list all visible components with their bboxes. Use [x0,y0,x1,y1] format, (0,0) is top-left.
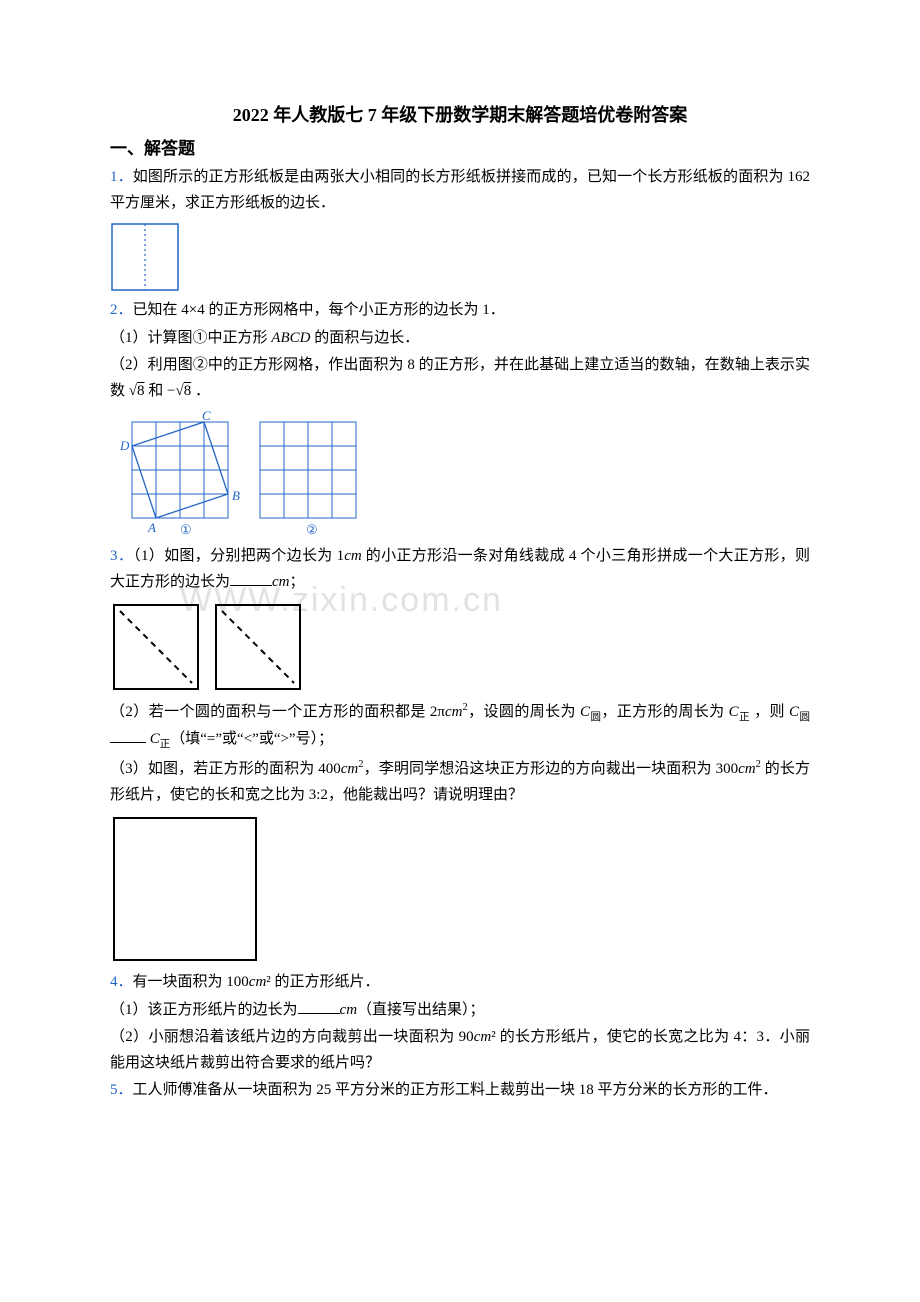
q3-p3-text: 如图，若正方形的面积为 400cm2，李明同学想沿这块正方形边的方向裁出一块面积… [110,761,810,803]
q1: 1．如图所示的正方形纸板是由两张大小相同的长方形纸板拼接而成的，已知一个长方形纸… [110,165,810,216]
blank-3[interactable] [298,998,340,1014]
q2-p2-label: （2） [110,357,148,373]
content-body: 2022 年人教版七 7 年级下册数学期末解答题培优卷附答案 一、解答题 1．如… [110,100,810,1104]
q4-p2-label: （2） [110,1029,148,1045]
q3-p1-label: （1） [133,548,164,564]
q3-svg1 [110,601,310,693]
q3-part2: （2）若一个圆的面积与一个正方形的面积都是 2πcm2，设圆的周长为 C圆，正方… [110,699,810,754]
doc-title: 2022 年人教版七 7 年级下册数学期末解答题培优卷附答案 [110,100,810,131]
q4-p2-text: 小丽想沿着该纸片边的方向裁剪出一块面积为 90cm² 的长方形纸片，使它的长宽之… [110,1029,810,1071]
q1-num: 1． [110,169,133,185]
q5: 5．工人师傅准备从一块面积为 25 平方分米的正方形工料上裁剪出一块 18 平方… [110,1078,810,1104]
q3-num: 3． [110,548,133,564]
q3-p2-label: （2） [110,704,149,720]
q2-p2-text: 利用图②中的正方形网格，作出面积为 8 的正方形，并在此基础上建立适当的数轴，在… [110,357,810,399]
section-heading: 一、解答题 [110,135,810,164]
q4-p1-label: （1） [110,1002,148,1018]
q3-figure2 [110,814,810,964]
q3-p3-label: （3） [110,761,148,777]
q2-intro: 2．已知在 4×4 的正方形网格中，每个小正方形的边长为 1． [110,298,810,324]
q1-figure [110,222,810,292]
q2-p1-text: 计算图①中正方形 ABCD 的面积与边长． [148,330,420,346]
q3-svg2 [110,814,260,964]
q2-intro-text: 已知在 4×4 的正方形网格中，每个小正方形的边长为 1． [133,302,505,318]
q1-text: 如图所示的正方形纸板是由两张大小相同的长方形纸板拼接而成的，已知一个长方形纸板的… [110,169,810,211]
q3-p2-text: 若一个圆的面积与一个正方形的面积都是 2πcm2，设圆的周长为 C圆，正方形的周… [110,704,810,747]
q2-part1: （1）计算图①中正方形 ABCD 的面积与边长． [110,326,810,352]
q3-figure1 [110,601,810,693]
q2-svg: A B C D ① ② [110,410,370,538]
blank-1[interactable] [230,570,272,586]
q3-part3: （3）如图，若正方形的面积为 400cm2，李明同学想沿这块正方形边的方向裁出一… [110,756,810,808]
q5-num: 5． [110,1082,133,1098]
q1-svg [110,222,180,292]
q2-part2: （2）利用图②中的正方形网格，作出面积为 8 的正方形，并在此基础上建立适当的数… [110,353,810,404]
page: WWW.zixin.com.cn 2022 年人教版七 7 年级下册数学期末解答… [0,0,920,1166]
q2-figure: A B C D ① ② [110,410,810,538]
q2-num: 2． [110,302,133,318]
svg-text:D: D [119,438,130,453]
q3-part1: 3．（1）如图，分别把两个边长为 1cm 的小正方形沿一条对角线裁成 4 个小三… [110,544,810,595]
q3-p1-text: 如图，分别把两个边长为 1cm 的小正方形沿一条对角线裁成 4 个小三角形拼成一… [110,548,810,590]
svg-text:②: ② [306,522,318,537]
blank-2[interactable] [110,727,146,743]
q4-num: 4． [110,974,133,990]
q4-part1: （1）该正方形纸片的边长为cm（直接写出结果）； [110,998,810,1024]
q4-part2: （2）小丽想沿着该纸片边的方向裁剪出一块面积为 90cm² 的长方形纸片，使它的… [110,1025,810,1076]
svg-text:B: B [232,488,240,503]
q4-intro: 4．有一块面积为 100cm² 的正方形纸片． [110,970,810,996]
q5-text: 工人师傅准备从一块面积为 25 平方分米的正方形工料上裁剪出一块 18 平方分米… [133,1082,778,1098]
q4-intro-text: 有一块面积为 100cm² 的正方形纸片． [133,974,380,990]
svg-text:C: C [202,410,211,423]
svg-text:A: A [147,520,156,535]
q4-p1-text: 该正方形纸片的边长为cm（直接写出结果）； [148,1002,485,1018]
svg-text:①: ① [180,522,192,537]
q2-p1-label: （1） [110,330,148,346]
